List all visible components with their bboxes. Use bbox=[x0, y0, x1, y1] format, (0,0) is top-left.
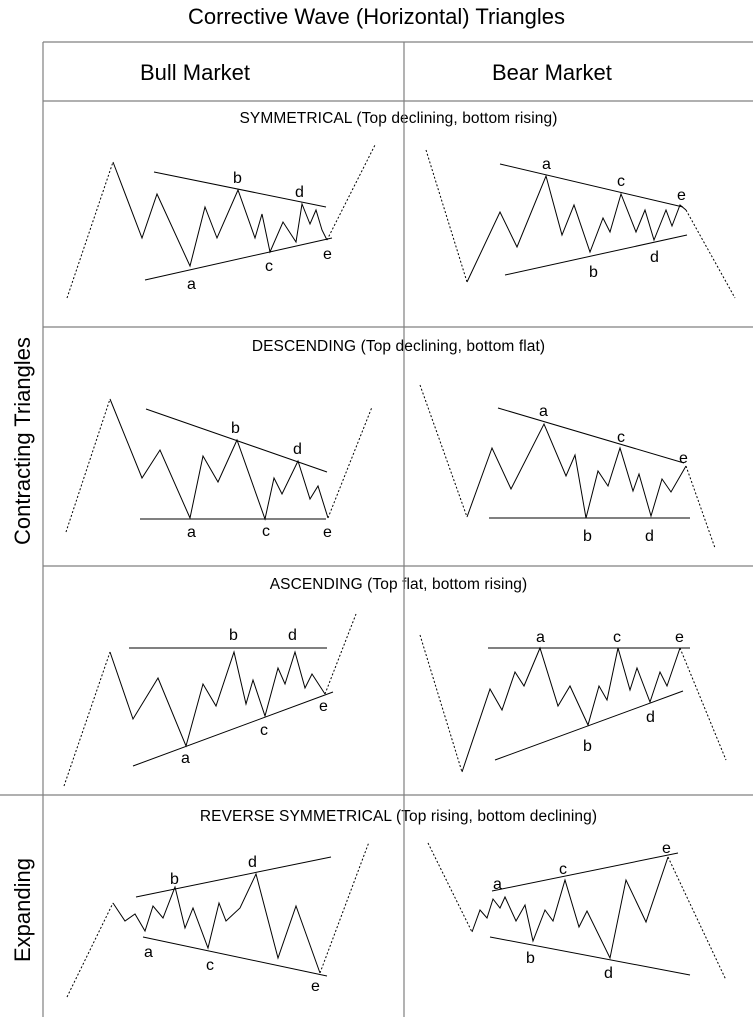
label-e: e bbox=[677, 187, 686, 204]
label-c: c bbox=[206, 957, 214, 974]
lower-trendline bbox=[132, 691, 334, 767]
label-b: b bbox=[231, 420, 240, 437]
section-title-descending: DESCENDING (Top declining, bottom flat) bbox=[251, 338, 546, 355]
label-c: c bbox=[260, 722, 268, 739]
label-b: b bbox=[229, 627, 238, 644]
dotted-lead-in bbox=[419, 634, 463, 773]
ascending-bull-pattern bbox=[63, 613, 357, 787]
upper-trendline bbox=[145, 408, 328, 473]
label-d: d bbox=[288, 627, 297, 644]
lower-trendline bbox=[494, 690, 684, 761]
dotted-breakout bbox=[324, 613, 357, 695]
dotted-breakout bbox=[667, 856, 727, 981]
label-e: e bbox=[662, 840, 671, 857]
label-c: c bbox=[617, 429, 625, 446]
dotted-breakout bbox=[679, 647, 727, 761]
bear-market-header: Bear Market bbox=[492, 60, 612, 85]
label-b: b bbox=[583, 738, 592, 755]
label-d: d bbox=[645, 528, 654, 545]
reverse-symmetrical-bear-pattern bbox=[427, 842, 727, 981]
symmetrical-bull-pattern bbox=[66, 144, 376, 299]
label-d: d bbox=[293, 441, 302, 458]
dotted-breakout bbox=[326, 144, 376, 241]
label-c: c bbox=[617, 173, 625, 190]
upper-trendline bbox=[135, 856, 332, 898]
section-title-symmetrical: SYMMETRICAL (Top declining, bottom risin… bbox=[239, 110, 558, 127]
label-a: a bbox=[493, 876, 502, 893]
diagram-title: Corrective Wave (Horizontal) Triangles bbox=[188, 4, 565, 29]
label-d: d bbox=[295, 184, 304, 201]
section-title-reverse: REVERSE SYMMETRICAL (Top rising, bottom … bbox=[199, 808, 598, 825]
dotted-breakout bbox=[685, 465, 716, 549]
label-a: a bbox=[144, 944, 153, 961]
section-title-ascending: ASCENDING (Top flat, bottom rising) bbox=[269, 576, 528, 593]
wave-path bbox=[112, 872, 321, 974]
label-d: d bbox=[248, 854, 257, 871]
descending-bull-pattern bbox=[65, 398, 373, 533]
wave-path bbox=[466, 422, 687, 519]
lower-trendline bbox=[489, 936, 691, 976]
dotted-breakout bbox=[327, 406, 373, 519]
dotted-breakout bbox=[685, 209, 736, 299]
lower-trendline bbox=[504, 234, 688, 276]
wave-path bbox=[112, 161, 328, 268]
grid-lines bbox=[0, 41, 753, 1017]
upper-trendline bbox=[153, 171, 327, 208]
upper-trendline bbox=[497, 407, 685, 464]
label-d: d bbox=[650, 249, 659, 266]
wave-path bbox=[461, 646, 681, 773]
label-a: a bbox=[536, 629, 545, 646]
wave-path bbox=[466, 174, 687, 283]
label-c: c bbox=[559, 861, 567, 878]
dotted-lead-in bbox=[419, 384, 468, 518]
label-a: a bbox=[181, 750, 190, 767]
label-d: d bbox=[646, 709, 655, 726]
label-e: e bbox=[675, 629, 684, 646]
label-b: b bbox=[526, 950, 535, 967]
label-d: d bbox=[604, 965, 613, 982]
dotted-lead-in bbox=[427, 842, 473, 933]
label-c: c bbox=[262, 523, 270, 540]
label-a: a bbox=[539, 403, 548, 420]
lower-trendline bbox=[144, 237, 333, 281]
lower-trendline bbox=[142, 936, 328, 977]
label-c: c bbox=[265, 258, 273, 275]
label-b: b bbox=[233, 170, 242, 187]
upper-trendline bbox=[491, 852, 679, 892]
label-e: e bbox=[311, 978, 320, 995]
label-e: e bbox=[679, 450, 688, 467]
label-b: b bbox=[170, 871, 179, 888]
wave-path bbox=[109, 650, 326, 748]
label-a: a bbox=[187, 276, 196, 293]
label-c: c bbox=[613, 629, 621, 646]
label-a: a bbox=[187, 524, 196, 541]
dotted-lead-in bbox=[425, 149, 468, 283]
descending-bear-pattern bbox=[419, 384, 716, 549]
label-e: e bbox=[323, 524, 332, 541]
label-b: b bbox=[583, 528, 592, 545]
dotted-breakout bbox=[319, 841, 370, 974]
dotted-lead-in bbox=[65, 398, 111, 533]
wave-labels: a b c d e a b c d e a b c d e a b c d e … bbox=[144, 156, 688, 995]
dotted-lead-in bbox=[66, 161, 114, 299]
label-b: b bbox=[589, 264, 598, 281]
reverse-symmetrical-bull-pattern bbox=[66, 841, 370, 998]
dotted-lead-in bbox=[66, 902, 114, 998]
dotted-lead-in bbox=[63, 651, 111, 787]
label-e: e bbox=[319, 698, 328, 715]
ascending-bear-pattern bbox=[419, 634, 727, 773]
bull-market-header: Bull Market bbox=[140, 60, 251, 85]
wave-path bbox=[109, 398, 329, 521]
label-e: e bbox=[323, 246, 332, 263]
wave-path bbox=[471, 856, 669, 960]
upper-trendline bbox=[499, 163, 684, 208]
label-a: a bbox=[542, 156, 551, 173]
symmetrical-bear-pattern bbox=[425, 149, 736, 299]
